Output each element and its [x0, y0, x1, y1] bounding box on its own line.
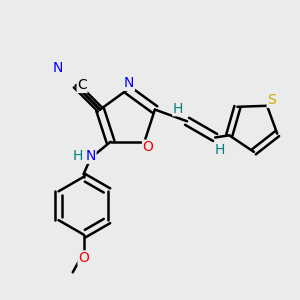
Text: N: N — [124, 76, 134, 90]
Text: H: H — [173, 102, 183, 116]
Text: N: N — [85, 149, 96, 163]
Text: H: H — [214, 143, 225, 157]
Text: C: C — [77, 78, 87, 92]
Text: O: O — [142, 140, 154, 154]
Text: N: N — [53, 61, 63, 74]
Text: S: S — [267, 93, 276, 107]
Text: H: H — [73, 149, 83, 163]
Text: O: O — [78, 251, 89, 265]
